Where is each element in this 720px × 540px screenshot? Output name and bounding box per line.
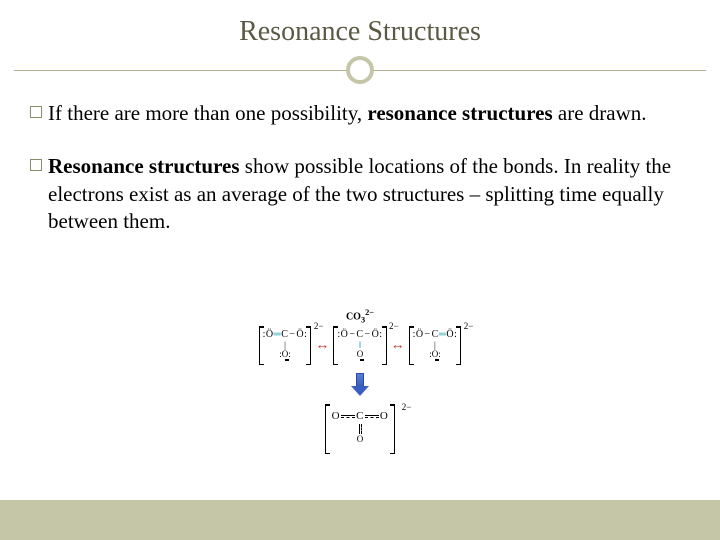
hybrid-bottom: O <box>332 424 389 444</box>
bracket-icon: OCO O <box>325 404 396 454</box>
footer-band <box>0 500 720 540</box>
formula-text: CO <box>346 311 361 322</box>
structure-charge: 2− <box>464 322 474 331</box>
bracket-icon: :Ö═C−Ö: |:O: <box>259 326 312 365</box>
bullet-marker-icon <box>30 159 42 171</box>
slide: Resonance Structures If there are more t… <box>0 0 720 540</box>
title-area: Resonance Structures <box>0 0 720 48</box>
resonance-arrow-icon: ↔ <box>391 338 405 354</box>
structure-bottom: ‖O <box>337 341 382 359</box>
structure-top-row: :Ö═C−Ö: <box>263 330 308 340</box>
down-arrow-container <box>200 373 520 400</box>
structure-charge: 2− <box>314 322 324 331</box>
structure-charge: 2− <box>389 322 399 331</box>
structure-bottom: |:O: <box>263 341 308 359</box>
structure-top-row: :Ö−C═Ö: <box>413 330 458 340</box>
title-circle-ornament <box>346 56 374 84</box>
structure-bottom: |:O: <box>413 341 458 359</box>
bracket-icon: :Ö−C═Ö: |:O: <box>409 326 462 365</box>
resonance-structure: :Ö−C−Ö: ‖O 2− <box>333 326 386 365</box>
resonance-arrow-icon: ↔ <box>315 338 329 354</box>
resonance-diagram: CO32− :Ö═C−Ö: |:O: 2− ↔ :Ö−C−Ö: <box>200 308 520 454</box>
bullet-item: If there are more than one possibility, … <box>30 100 690 127</box>
bullet-item: Resonance structures show possible locat… <box>30 153 690 235</box>
bullet-text: Resonance structures show possible locat… <box>48 153 690 235</box>
resonance-structure: :Ö═C−Ö: |:O: 2− <box>259 326 312 365</box>
bullet-text: If there are more than one possibility, … <box>48 100 690 127</box>
hybrid-top-row: OCO <box>332 410 389 422</box>
bullet-suffix: are drawn. <box>553 101 647 125</box>
resonance-structure: :Ö−C═Ö: |:O: 2− <box>409 326 462 365</box>
down-arrow-icon <box>351 373 369 395</box>
resonance-structures-row: :Ö═C−Ö: |:O: 2− ↔ :Ö−C−Ö: ‖O 2− ↔ <box>200 326 520 365</box>
resonance-hybrid: OCO O 2− <box>325 404 396 454</box>
bullet-bold: resonance structures <box>367 101 552 125</box>
bullet-prefix: If there are more than one possibility, <box>48 101 367 125</box>
slide-title: Resonance Structures <box>0 16 720 48</box>
structure-top-row: :Ö−C−Ö: <box>337 330 382 340</box>
bullet-marker-icon <box>30 106 42 118</box>
content-area: If there are more than one possibility, … <box>30 100 690 261</box>
formula-charge: 2− <box>365 308 374 317</box>
hybrid-charge: 2− <box>402 402 412 412</box>
bullet-bold: Resonance structures <box>48 154 240 178</box>
bracket-icon: :Ö−C−Ö: ‖O <box>333 326 386 365</box>
